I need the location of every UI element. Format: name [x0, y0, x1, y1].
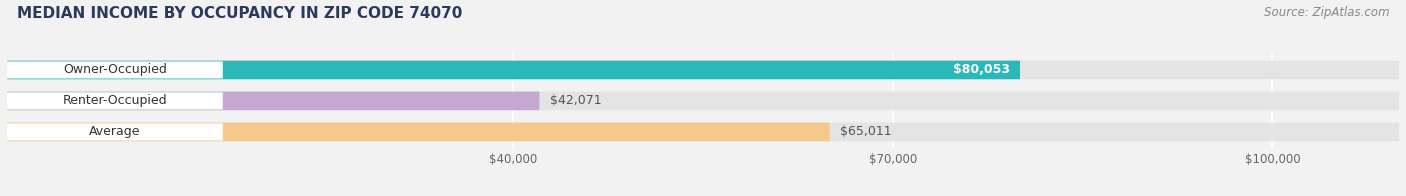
FancyBboxPatch shape [7, 123, 830, 141]
Text: Renter-Occupied: Renter-Occupied [63, 94, 167, 107]
Text: $65,011: $65,011 [839, 125, 891, 138]
FancyBboxPatch shape [7, 92, 540, 110]
FancyBboxPatch shape [7, 123, 1399, 141]
FancyBboxPatch shape [7, 93, 222, 109]
Text: $80,053: $80,053 [953, 64, 1010, 76]
Text: Source: ZipAtlas.com: Source: ZipAtlas.com [1264, 6, 1389, 19]
FancyBboxPatch shape [7, 61, 1019, 79]
FancyBboxPatch shape [7, 61, 222, 78]
FancyBboxPatch shape [7, 92, 1399, 110]
FancyBboxPatch shape [7, 61, 1399, 79]
Text: $42,071: $42,071 [550, 94, 602, 107]
FancyBboxPatch shape [7, 123, 222, 141]
Text: Owner-Occupied: Owner-Occupied [63, 64, 167, 76]
Text: Average: Average [89, 125, 141, 138]
Text: MEDIAN INCOME BY OCCUPANCY IN ZIP CODE 74070: MEDIAN INCOME BY OCCUPANCY IN ZIP CODE 7… [17, 6, 463, 21]
